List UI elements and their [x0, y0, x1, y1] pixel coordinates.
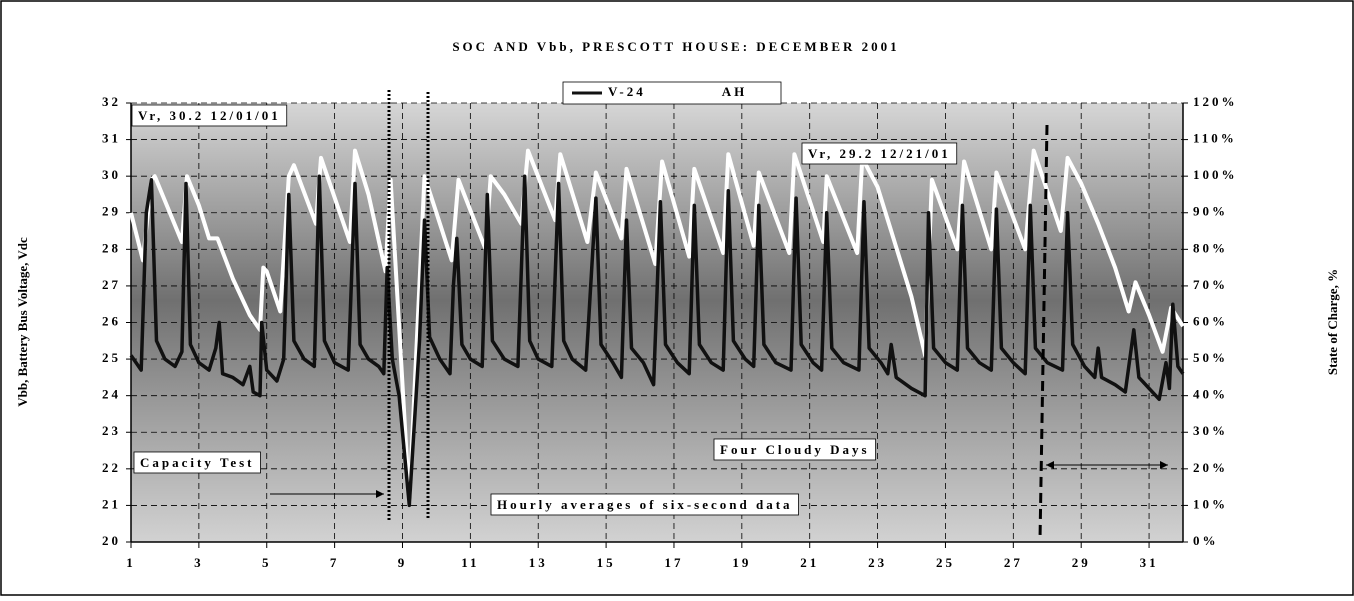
annotation: Hourly averages of six-second data	[497, 497, 793, 512]
arrow-head	[376, 490, 384, 498]
x-tick-label: 17	[664, 555, 683, 570]
y-tick-label: 28	[102, 240, 121, 255]
y2-tick-label: 30%	[1193, 423, 1228, 438]
x-tick-label: 29	[1072, 555, 1091, 570]
legend-box	[562, 81, 782, 105]
y-tick-label: 32	[102, 94, 121, 109]
y2-tick-label: 80%	[1193, 240, 1228, 255]
y-tick-label: 30	[102, 167, 121, 182]
marker-line	[1038, 124, 1049, 541]
y2-tick-label: 60%	[1193, 313, 1228, 328]
annotation: Vr, 30.2 12/01/01	[138, 108, 281, 123]
y-tick-label: 31	[102, 131, 121, 146]
x-tick-label: 19	[732, 555, 751, 570]
y2-axis-label: State of Charge, %	[1325, 269, 1340, 375]
x-tick-label: 7	[330, 555, 340, 570]
y-axis-label: Vbb, Battery Bus Voltage, Vdc	[15, 237, 30, 407]
x-tick-label: 3	[194, 555, 204, 570]
y2-tick-label: 10%	[1193, 496, 1228, 511]
x-tick-label: 1	[126, 555, 136, 570]
legend: V-24 AH	[562, 81, 782, 105]
chart-title: SOC AND Vbb, PRESCOTT HOUSE: DECEMBER 20…	[452, 39, 899, 54]
annotation-box	[490, 493, 799, 516]
series-line	[129, 148, 1185, 504]
x-tick-label: 13	[529, 555, 548, 570]
y-tick-label: 29	[102, 204, 121, 219]
y2-tick-label: 0%	[1193, 533, 1219, 548]
annotation-box	[131, 104, 288, 127]
annotations: Vr, 30.2 12/01/01 Vr, 29.2 12/21/01 Capaci…	[131, 104, 958, 516]
y2-tick-label: 90%	[1193, 204, 1228, 219]
annotation: Four Cloudy Days	[720, 442, 870, 457]
legend-label: V-24	[608, 84, 646, 99]
annotation-box	[133, 451, 261, 474]
x-tick-label: 21	[800, 555, 819, 570]
y2-tick-label: 20%	[1193, 460, 1228, 475]
annotation: Capacity Test	[140, 455, 254, 470]
y-tick-label: 23	[102, 423, 121, 438]
y-tick-label: 24	[102, 387, 121, 402]
series-line	[129, 174, 1185, 508]
x-tick-label: 25	[936, 555, 955, 570]
y-tick-label: 20	[102, 533, 121, 548]
y2-tick-label: 100%	[1193, 167, 1238, 182]
annotation-box	[801, 142, 958, 165]
legend-label: AH	[722, 84, 748, 99]
x-tick-label: 23	[868, 555, 887, 570]
y2-tick-label: 40%	[1193, 387, 1228, 402]
y2-tick-label: 70%	[1193, 277, 1228, 292]
plot	[129, 148, 1185, 508]
x-tick-label: 27	[1004, 555, 1023, 570]
x-tick-label: 9	[398, 555, 408, 570]
annotation-box	[713, 438, 877, 461]
y2-tick-label: 120%	[1193, 94, 1238, 109]
y2-tick-label: 50%	[1193, 350, 1228, 365]
y-tick-label: 26	[102, 313, 121, 328]
y2-tick-label: 110%	[1193, 131, 1237, 146]
x-tick-label: 31	[1140, 555, 1159, 570]
y-tick-label: 27	[102, 277, 121, 292]
y-tick-label: 22	[102, 460, 121, 475]
x-tick-label: 11	[461, 555, 479, 570]
y-tick-label: 21	[102, 496, 121, 511]
x-tick-label: 15	[597, 555, 616, 570]
x-tick-label: 5	[262, 555, 272, 570]
y-tick-label: 25	[102, 350, 121, 365]
annotation: Vr, 29.2 12/21/01	[808, 146, 951, 161]
